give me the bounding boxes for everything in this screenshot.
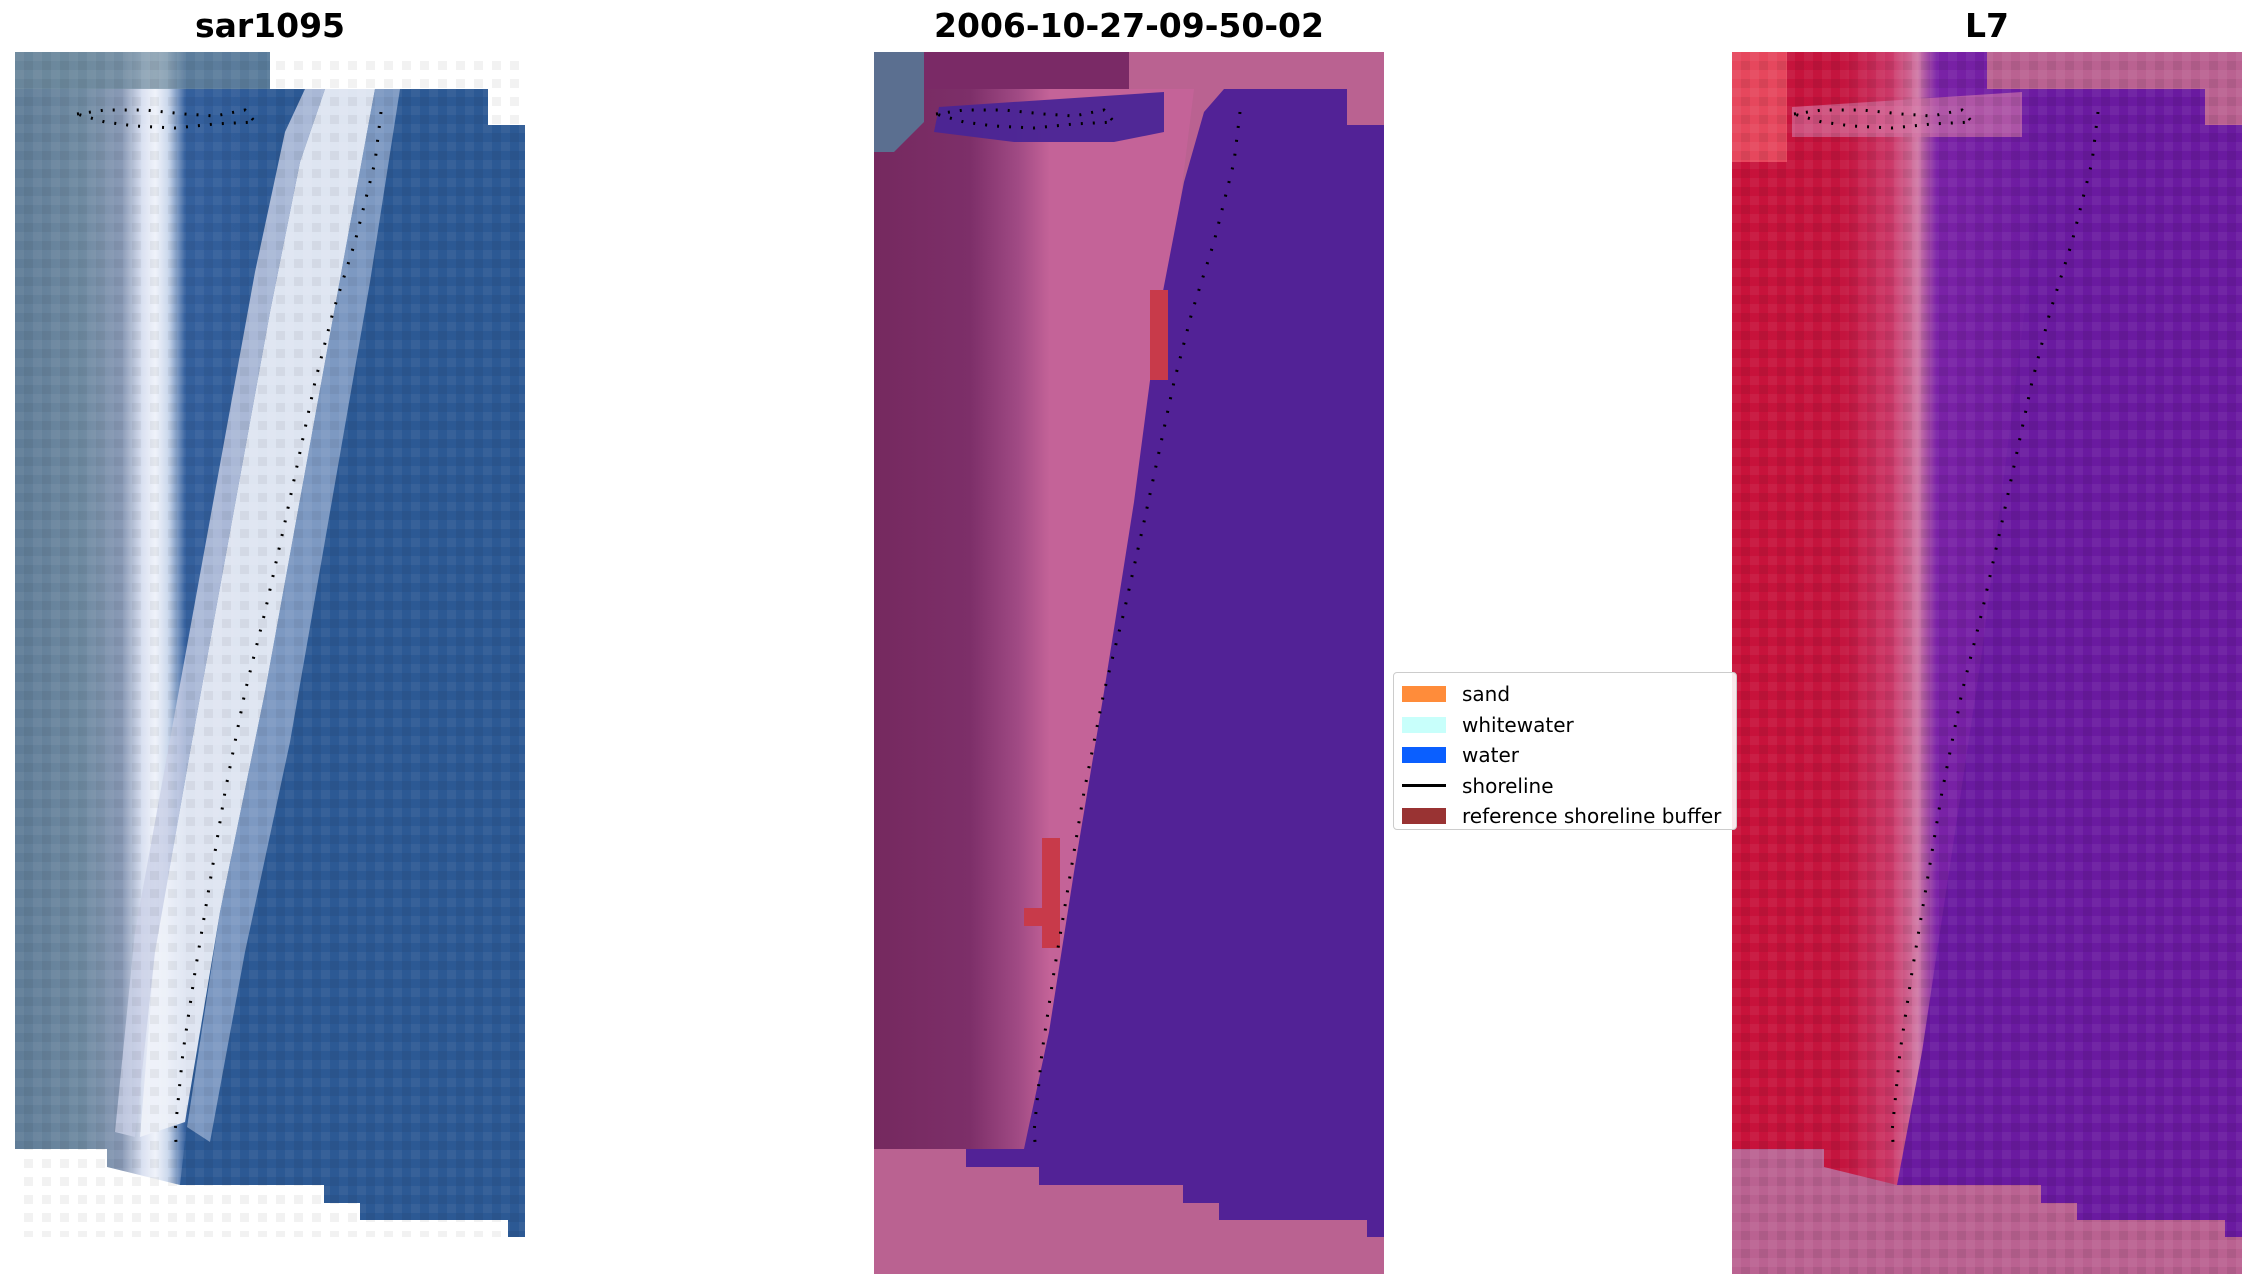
legend-item-shoreline: shoreline (1402, 771, 1736, 802)
classified-image (874, 52, 1384, 1274)
l7-image-panel (1732, 52, 2242, 1274)
legend-item-whitewater: whitewater (1402, 710, 1736, 741)
panel-title-center: 2006-10-27-09-50-02 (934, 6, 1324, 45)
shoreline-line-swatch (1402, 784, 1446, 788)
classified-image-panel (874, 52, 1384, 1274)
land-class-area (874, 52, 1129, 89)
shoreline-line (1793, 108, 1976, 130)
sand-swatch (1402, 686, 1446, 703)
legend-label: shoreline (1462, 773, 1554, 798)
legend-item-sand: sand (1402, 679, 1736, 710)
legend-item-reference-buffer: reference shoreline buffer (1402, 801, 1736, 832)
buffer-swatch (1402, 808, 1446, 825)
panel-title-right: L7 (1965, 6, 2009, 45)
legend: sand whitewater water shoreline referenc… (1393, 672, 1737, 830)
legend-label: water (1462, 743, 1519, 768)
legend-label: whitewater (1462, 712, 1574, 737)
shoreline-line (76, 108, 259, 130)
legend-label: sand (1462, 682, 1511, 707)
buffer-mark (1150, 290, 1168, 380)
rgb-satellite-image (15, 52, 525, 1237)
whitewater-swatch (1402, 716, 1446, 733)
legend-item-water: water (1402, 740, 1736, 771)
legend-label: reference shoreline buffer (1462, 804, 1722, 829)
l7-index-image (1732, 52, 2242, 1274)
water-swatch (1402, 747, 1446, 764)
shoreline-line (935, 108, 1118, 130)
water-class-area (966, 89, 1384, 1237)
rgb-image-panel (15, 52, 525, 1237)
panel-title-left: sar1095 (194, 6, 346, 45)
